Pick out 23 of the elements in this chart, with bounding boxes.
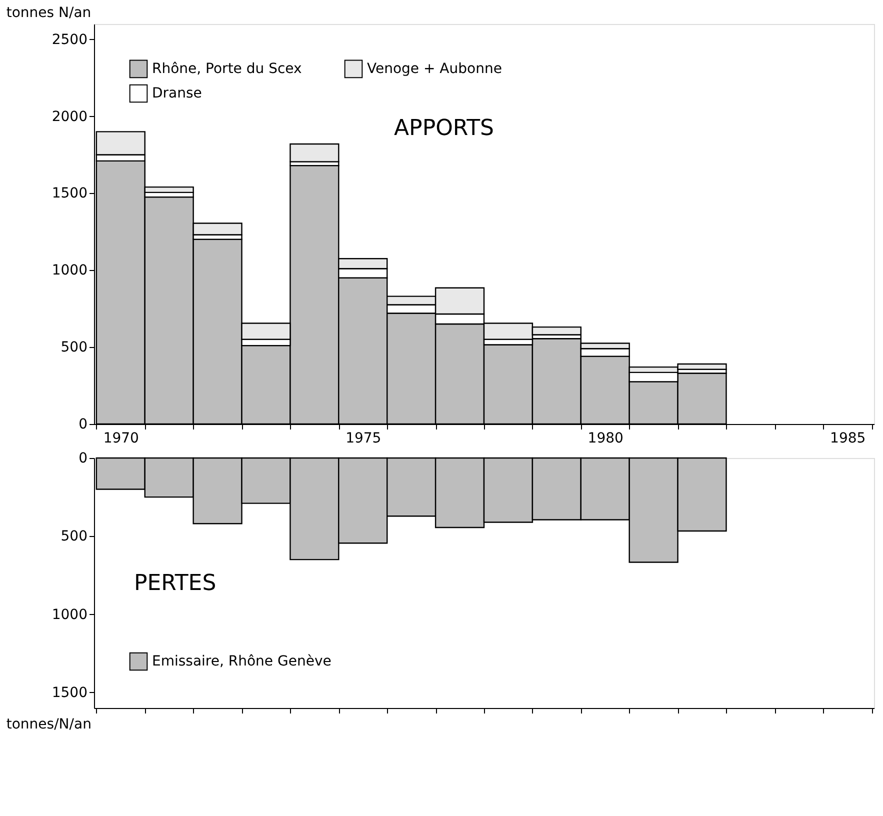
annotation: APPORTS [394,116,494,141]
y-tick-label: 1500 [52,186,88,202]
bar [290,143,340,162]
y-tick-label: 500 [60,528,88,545]
y-axis-title: tonnes/N/an [6,716,92,732]
legend-label: Venoge + Aubonne [367,60,502,77]
y-tick-label: 2500 [52,32,88,48]
y-tick-label: 0 [78,416,88,432]
y-tick-label: 2000 [52,108,88,125]
x-tick-label: 1975 [346,430,382,446]
y-tick-label: 500 [60,340,88,356]
legend-label: Emissaire, Rhône Genève [152,654,332,670]
x-tick-label: 1980 [588,430,624,446]
x-tick-label: 1985 [830,430,866,446]
legend-label: Dranse [152,86,202,102]
legend-label: Rhône, Porte du Scex [152,60,302,77]
y-tick-label: 1000 [52,606,88,623]
y-tick-label: 1500 [52,684,88,701]
y-axis-title: tonnes N/an [6,5,92,21]
y-tick-label: 0 [78,450,88,466]
x-tick-label: 1970 [103,430,139,446]
y-tick-label: 1000 [52,262,88,279]
annotation: PERTES [134,571,216,596]
